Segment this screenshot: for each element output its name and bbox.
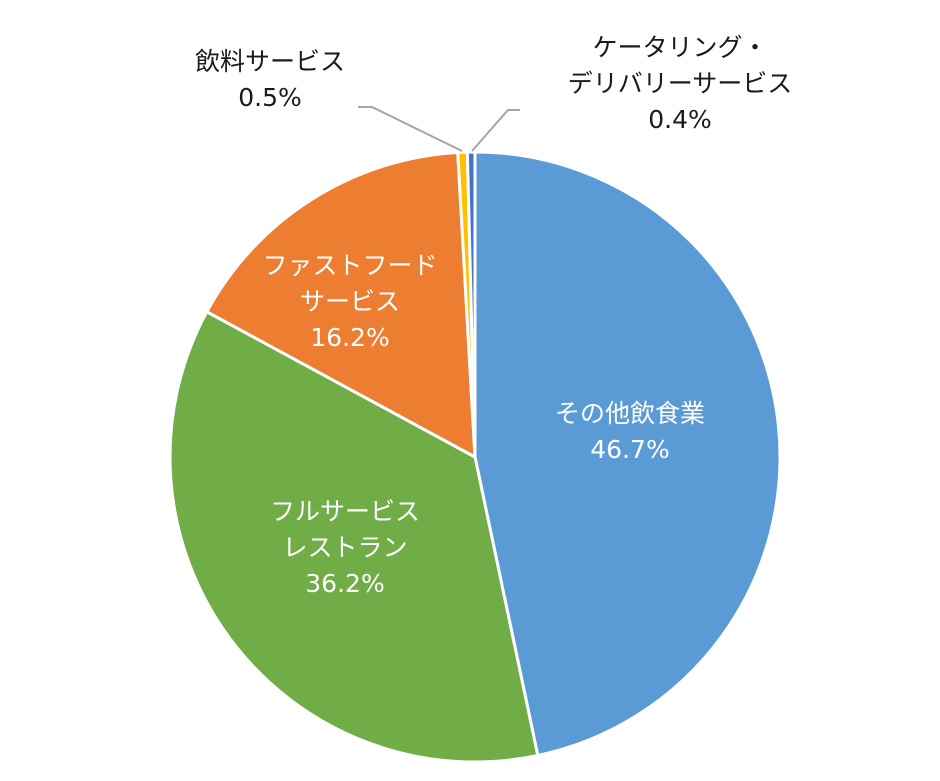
label-fullservice-value: 36.2% <box>305 569 385 598</box>
label-fastfood: ファストフード サービス 16.2% <box>220 248 480 356</box>
label-fullservice-name-1: フルサービス <box>269 497 420 526</box>
leader-line-catering <box>471 109 520 152</box>
leader-line-beverage <box>358 106 463 152</box>
label-fullservice: フルサービス レストラン 36.2% <box>230 494 460 602</box>
pie-slices <box>168 150 782 764</box>
label-beverage-name: 飲料サービス <box>194 47 345 76</box>
label-beverage-value: 0.5% <box>238 83 302 112</box>
label-fullservice-name-2: レストラン <box>282 533 408 562</box>
label-catering-value: 0.4% <box>648 105 712 134</box>
slice-fastfood <box>205 150 477 459</box>
label-beverage: 飲料サービス 0.5% <box>160 44 380 116</box>
slice-catering <box>465 150 477 459</box>
label-fastfood-value: 16.2% <box>310 323 390 352</box>
label-other-name: その他飲食業 <box>554 399 705 428</box>
label-catering-name-2: デリバリーサービス <box>567 69 793 98</box>
slice-fullservice <box>168 310 540 764</box>
label-catering-name-1: ケータリング・ <box>592 33 768 62</box>
label-catering: ケータリング・ デリバリーサービス 0.4% <box>530 30 830 138</box>
label-other: その他飲食業 46.7% <box>520 396 740 468</box>
slice-other <box>473 150 782 757</box>
label-fastfood-name-1: ファストフード <box>262 251 438 280</box>
label-fastfood-name-2: サービス <box>299 287 400 316</box>
label-other-value: 46.7% <box>590 435 670 464</box>
